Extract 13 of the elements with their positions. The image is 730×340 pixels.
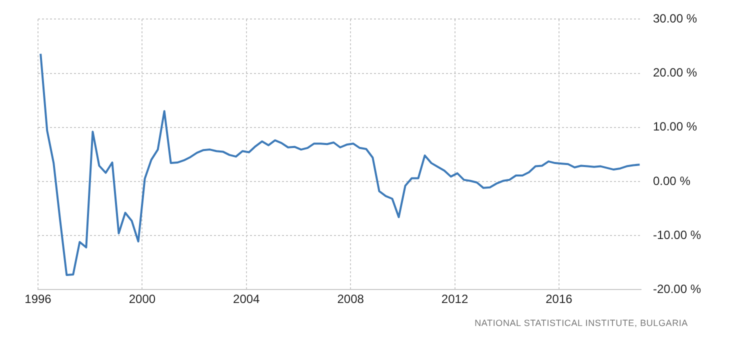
y-tick-label: -10.00 %	[653, 228, 702, 242]
y-tick-label: 0.00 %	[653, 174, 691, 188]
x-tick-label: 2012	[441, 292, 468, 306]
text: NATIONAL STATISTICAL INSTITUTE, BULGARIA	[474, 318, 688, 328]
y-tick-label: 10.00 %	[653, 120, 698, 134]
x-tick-label: 2004	[233, 292, 260, 306]
x-tick-label: 2016	[546, 292, 573, 306]
x-tick-label: 2008	[337, 292, 364, 306]
y-tick-label: 20.00 %	[653, 66, 698, 80]
x-tick-label: 2000	[128, 292, 156, 306]
y-tick-label: -20.00 %	[653, 282, 702, 296]
x-tick-label: 1996	[24, 292, 52, 306]
y-tick-label: 30.00 %	[653, 12, 698, 26]
